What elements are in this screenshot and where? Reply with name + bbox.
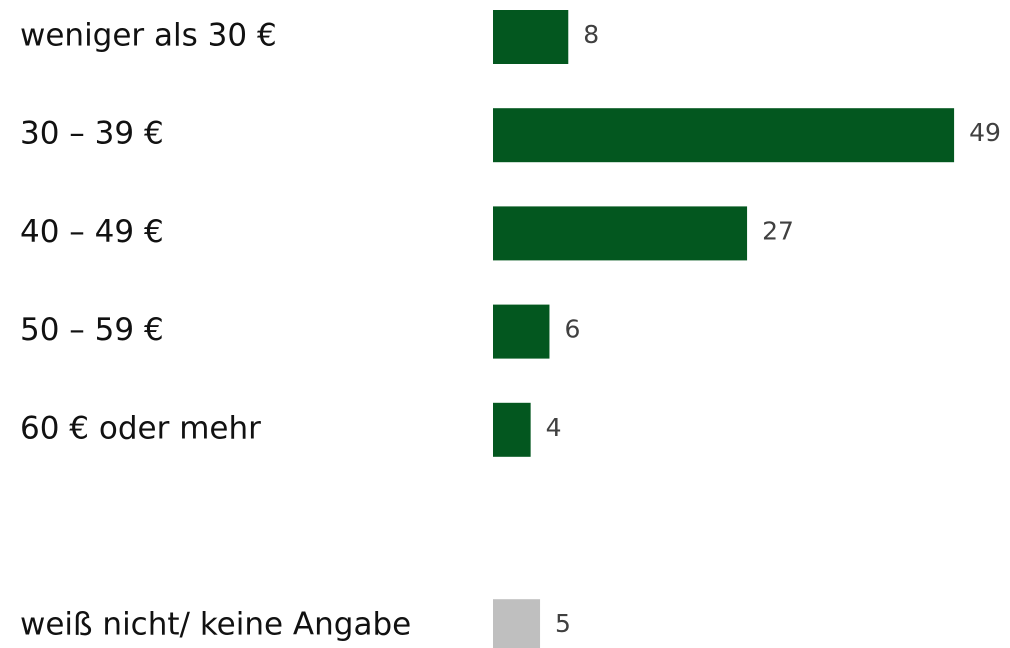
value-label: 6 — [564, 315, 580, 344]
bar — [493, 402, 531, 457]
bar — [493, 206, 748, 261]
category-label: weniger als 30 € — [20, 18, 277, 54]
category-label: 40 – 49 € — [20, 214, 164, 250]
bar — [493, 304, 550, 359]
value-label: 49 — [969, 118, 1001, 147]
bar — [493, 599, 541, 648]
category-label: 30 – 39 € — [20, 116, 164, 152]
bar — [493, 108, 955, 163]
category-label: 60 € oder mehr — [20, 410, 261, 446]
category-label: 50 – 59 € — [20, 312, 164, 348]
category-label: weiß nicht/ keine Angabe — [20, 607, 411, 643]
value-label: 5 — [555, 609, 571, 638]
value-label: 4 — [546, 413, 562, 442]
value-label: 27 — [762, 216, 794, 245]
value-label: 8 — [583, 20, 599, 49]
bar — [493, 10, 569, 64]
